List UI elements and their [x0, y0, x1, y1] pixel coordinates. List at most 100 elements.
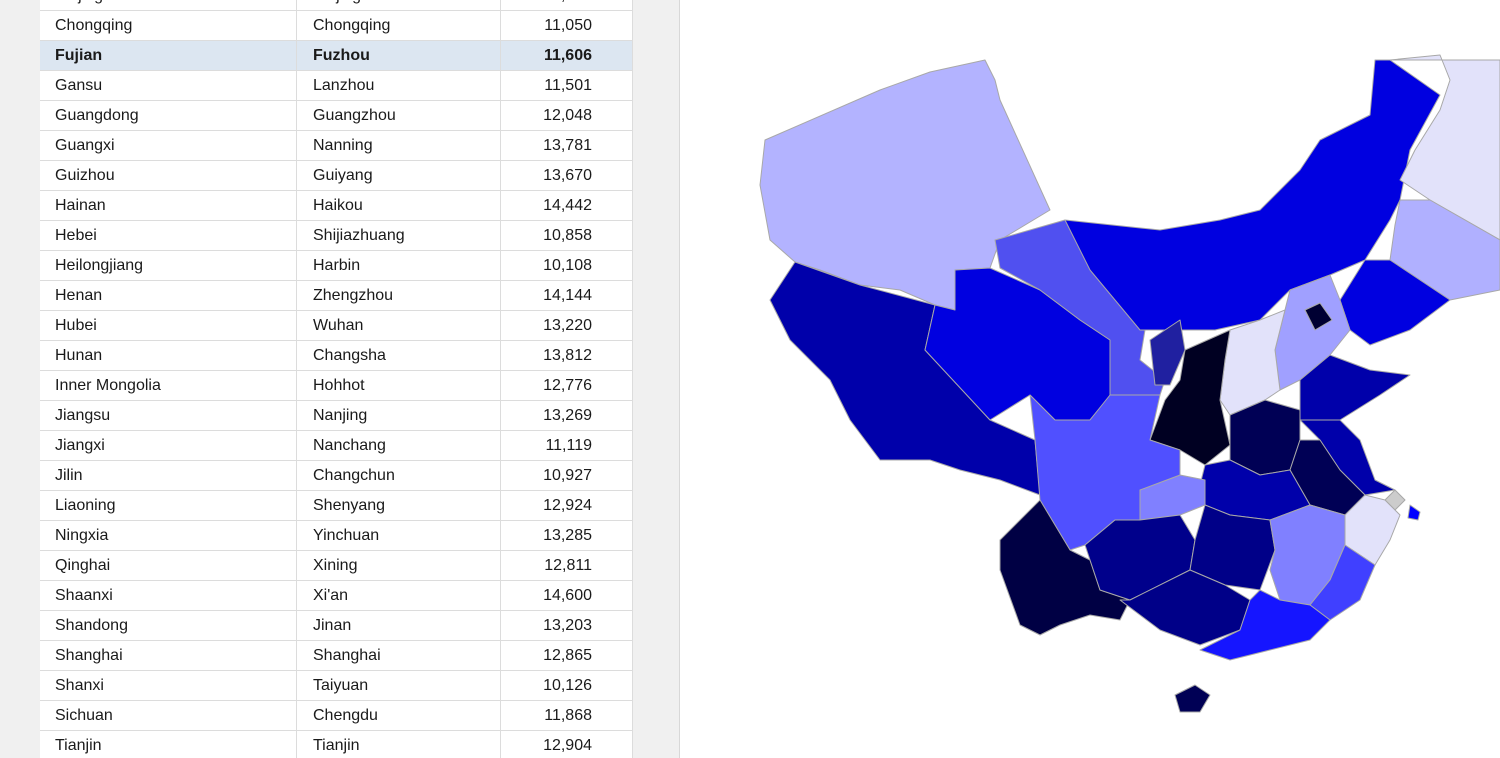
- capital-cell: Nanchang: [297, 431, 501, 460]
- province-cell: Hubei: [40, 311, 297, 340]
- table-row[interactable]: Shaanxi Xi'an 14,600: [40, 581, 633, 611]
- table-row[interactable]: Shandong Jinan 13,203: [40, 611, 633, 641]
- value-cell: 13,269: [501, 401, 633, 430]
- capital-cell: Fuzhou: [297, 41, 501, 70]
- province-cell: Ningxia: [40, 521, 297, 550]
- province-cell: Hunan: [40, 341, 297, 370]
- table-row[interactable]: Chongqing Chongqing 11,050: [40, 11, 633, 41]
- capital-cell: Changchun: [297, 461, 501, 490]
- value-cell: 13,285: [501, 521, 633, 550]
- value-cell: 14,144: [501, 281, 633, 310]
- table-row[interactable]: Guizhou Guiyang 13,670: [40, 161, 633, 191]
- province-cell: Chongqing: [40, 11, 297, 40]
- province-cell: Shanghai: [40, 641, 297, 670]
- province-guangdong: [1199, 589, 1331, 661]
- province-taiwan: [1407, 504, 1421, 521]
- table-row[interactable]: Tianjin Tianjin 12,904: [40, 731, 633, 758]
- value-cell: 11,501: [501, 71, 633, 100]
- province-cell: Hainan: [40, 191, 297, 220]
- province-cell: Jiangsu: [40, 401, 297, 430]
- capital-cell: Guiyang: [297, 161, 501, 190]
- province-cell: Inner Mongolia: [40, 371, 297, 400]
- table-row[interactable]: Henan Zhengzhou 14,144: [40, 281, 633, 311]
- province-ningxia: [1149, 319, 1186, 386]
- table-row[interactable]: Shanghai Shanghai 12,865: [40, 641, 633, 671]
- value-cell: 10,126: [501, 671, 633, 700]
- province-cell: Jiangxi: [40, 431, 297, 460]
- value-cell: 12,776: [501, 371, 633, 400]
- table-row[interactable]: Gansu Lanzhou 11,501: [40, 71, 633, 101]
- province-cell: Heilongjiang: [40, 251, 297, 280]
- value-cell: 11,119: [501, 431, 633, 460]
- province-sichuan: [1029, 394, 1181, 551]
- province-cell: Henan: [40, 281, 297, 310]
- table-row[interactable]: Heilongjiang Harbin 10,108: [40, 251, 633, 281]
- table-row[interactable]: Liaoning Shenyang 12,924: [40, 491, 633, 521]
- value-cell: 13,220: [501, 311, 633, 340]
- table-row[interactable]: Jilin Changchun 10,927: [40, 461, 633, 491]
- value-cell: 13,781: [501, 131, 633, 160]
- china-map: [759, 54, 1500, 713]
- province-cell: Sichuan: [40, 701, 297, 730]
- value-cell: 10,858: [501, 221, 633, 250]
- table-row[interactable]: Sichuan Chengdu 11,868: [40, 701, 633, 731]
- table-row[interactable]: Fujian Fuzhou 11,606: [40, 41, 633, 71]
- table-row[interactable]: Hainan Haikou 14,442: [40, 191, 633, 221]
- province-cell: Jilin: [40, 461, 297, 490]
- province-cell: Shanxi: [40, 671, 297, 700]
- capital-cell: Zhengzhou: [297, 281, 501, 310]
- table-row[interactable]: Hunan Changsha 13,812: [40, 341, 633, 371]
- province-cell: Shaanxi: [40, 581, 297, 610]
- province-cell: Fujian: [40, 41, 297, 70]
- value-cell: 14,442: [501, 191, 633, 220]
- value-cell: 13,670: [501, 161, 633, 190]
- value-cell: 12,865: [501, 641, 633, 670]
- value-cell: 14,033: [501, 0, 633, 10]
- table-row[interactable]: Hebei Shijiazhuang 10,858: [40, 221, 633, 251]
- value-cell: 13,203: [501, 611, 633, 640]
- table-row[interactable]: Shanxi Taiyuan 10,126: [40, 671, 633, 701]
- capital-cell: Nanning: [297, 131, 501, 160]
- province-cell: Shandong: [40, 611, 297, 640]
- province-cell: Guangdong: [40, 101, 297, 130]
- capital-cell: Shanghai: [297, 641, 501, 670]
- table-row[interactable]: Inner Mongolia Hohhot 12,776: [40, 371, 633, 401]
- capital-cell: Guangzhou: [297, 101, 501, 130]
- province-heilongjiang: [1389, 54, 1500, 241]
- capital-cell: Tianjin: [297, 731, 501, 758]
- value-cell: 11,868: [501, 701, 633, 730]
- table-row[interactable]: Jiangsu Nanjing 13,269: [40, 401, 633, 431]
- province-cell: Beijing: [40, 0, 297, 10]
- capital-cell: Xining: [297, 551, 501, 580]
- table-row[interactable]: Guangxi Nanning 13,781: [40, 131, 633, 161]
- capital-cell: Lanzhou: [297, 71, 501, 100]
- value-cell: 11,050: [501, 11, 633, 40]
- table-row[interactable]: Guangdong Guangzhou 12,048: [40, 101, 633, 131]
- value-cell: 10,108: [501, 251, 633, 280]
- capital-cell: Nanjing: [297, 401, 501, 430]
- table-row[interactable]: Jiangxi Nanchang 11,119: [40, 431, 633, 461]
- capital-cell: Beijing: [297, 0, 501, 10]
- province-cell: Hebei: [40, 221, 297, 250]
- capital-cell: Yinchuan: [297, 521, 501, 550]
- capital-cell: Haikou: [297, 191, 501, 220]
- value-cell: 13,812: [501, 341, 633, 370]
- province-beijing: [1304, 302, 1333, 331]
- table-row[interactable]: Ningxia Yinchuan 13,285: [40, 521, 633, 551]
- table-row[interactable]: Hubei Wuhan 13,220: [40, 311, 633, 341]
- value-cell: 11,606: [501, 41, 633, 70]
- province-henan: [1229, 399, 1301, 476]
- value-cell: 14,600: [501, 581, 633, 610]
- value-cell: 12,048: [501, 101, 633, 130]
- capital-cell: Taiyuan: [297, 671, 501, 700]
- province-cell: Gansu: [40, 71, 297, 100]
- table-row[interactable]: Qinghai Xining 12,811: [40, 551, 633, 581]
- value-cell: 12,904: [501, 731, 633, 758]
- province-cell: Tianjin: [40, 731, 297, 758]
- capital-cell: Hohhot: [297, 371, 501, 400]
- capital-cell: Jinan: [297, 611, 501, 640]
- table-panel: BeijingBeijing14,033ChongqingChongqing11…: [0, 0, 680, 758]
- value-cell: 12,811: [501, 551, 633, 580]
- table-row[interactable]: BeijingBeijing14,033: [40, 0, 633, 11]
